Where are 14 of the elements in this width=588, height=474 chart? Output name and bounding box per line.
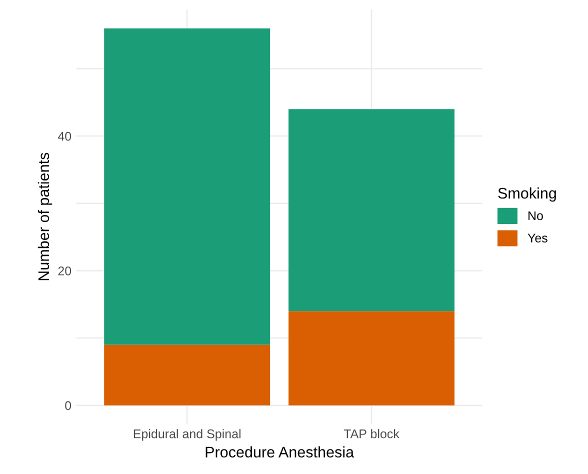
y-tick-label: 20	[58, 266, 72, 276]
x-axis-title: Procedure Anesthesia	[206, 446, 354, 458]
legend-title: Smoking	[498, 187, 556, 202]
x-tick-label: TAP block	[344, 429, 400, 438]
bar	[288, 109, 454, 312]
y-tick-label: 40	[58, 132, 72, 141]
x-tick-label: Epidural and Spinal	[134, 429, 240, 441]
y-tick-label: 0	[65, 401, 72, 410]
bar	[104, 344, 270, 406]
bar	[288, 311, 454, 406]
y-axis-title: Number of patients	[38, 152, 52, 280]
legend-label: No	[528, 211, 543, 220]
bar	[104, 28, 270, 345]
legend-label: Yes	[528, 234, 548, 242]
